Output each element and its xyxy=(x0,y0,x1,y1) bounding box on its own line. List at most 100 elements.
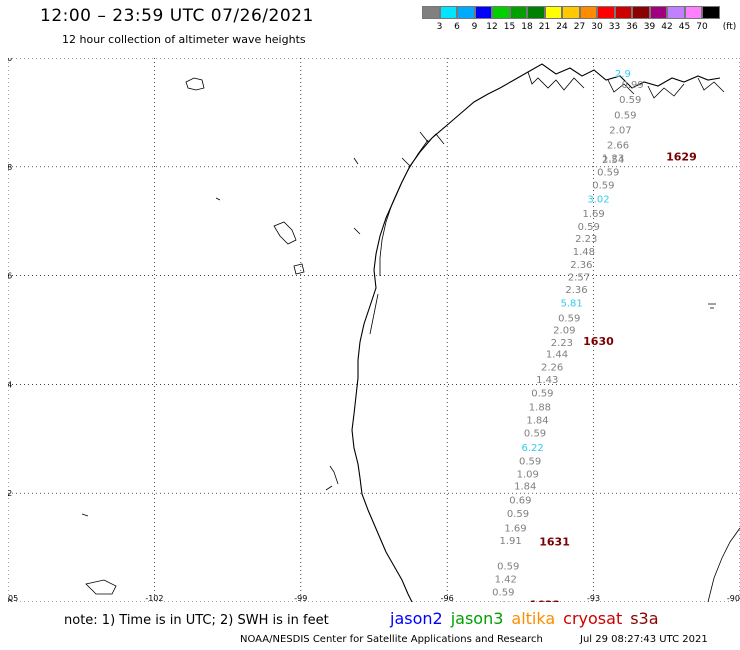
wave-height-value: 2.26 xyxy=(541,362,563,373)
latitude-tick-label: 30 xyxy=(8,58,12,63)
color-swatch xyxy=(562,6,580,19)
color-swatch xyxy=(632,6,650,19)
wave-height-value: 1.48 xyxy=(573,247,595,258)
color-scale-label: 21 xyxy=(538,22,551,32)
wave-height-value: 1.88 xyxy=(529,403,551,414)
latitude-tick-label: 24 xyxy=(8,380,12,389)
pass-time-label: 1631 xyxy=(539,535,570,548)
color-swatch xyxy=(544,6,562,19)
wave-height-value: 1.43 xyxy=(536,375,558,386)
longitude-tick-label: -105 xyxy=(8,594,18,602)
wave-height-value: 5.81 xyxy=(561,299,583,310)
wave-height-value: 0.59 xyxy=(597,168,619,179)
wave-height-value: 0.59 xyxy=(492,587,514,598)
color-swatch xyxy=(702,6,720,19)
pass-time-label: 1629 xyxy=(666,150,697,163)
page-title: 12:00 – 23:59 UTC 07/26/2021 xyxy=(40,6,314,26)
lake-mexico-1 xyxy=(185,77,205,91)
wave-height-value: 2.23 xyxy=(551,338,573,349)
wave-height-value: 0.59 xyxy=(592,181,614,192)
wave-height-value: 1.91 xyxy=(500,536,522,547)
color-scale-bar xyxy=(422,6,720,19)
wave-height-value: 2.36 xyxy=(565,285,587,296)
louisiana-bays xyxy=(527,71,725,99)
color-scale-label: 15 xyxy=(503,22,516,32)
wave-height-value: 2.66 xyxy=(607,140,629,151)
lake-mexico-4 xyxy=(85,579,117,595)
latitude-tick-label: 20 xyxy=(8,598,12,602)
color-swatch xyxy=(684,6,702,19)
wave-height-value: 0.59 xyxy=(531,388,553,399)
color-scale-label: 45 xyxy=(678,22,691,32)
wave-height-value: 0.59 xyxy=(519,456,541,467)
pass-time-label: 1630 xyxy=(583,335,614,348)
altimeter-map: -105 -102 -99 -96 -93 -90 30 28 26 24 22 20 2.90.99… xyxy=(8,58,740,602)
color-swatch xyxy=(527,6,545,19)
wave-height-value: 1.84 xyxy=(526,416,548,427)
color-scale-label: 42 xyxy=(661,22,673,32)
longitude-tick-label: -102 xyxy=(145,594,163,602)
wave-height-value: 2.48 xyxy=(490,601,512,602)
map-background xyxy=(8,58,740,602)
lake-mexico-3 xyxy=(293,263,305,275)
color-scale-label: 6 xyxy=(454,22,460,32)
map-gridlines xyxy=(8,58,740,602)
wave-height-value: 0.99 xyxy=(622,80,644,91)
page-subtitle: 12 hour collection of altimeter wave hei… xyxy=(62,33,306,46)
color-swatch xyxy=(439,6,457,19)
wave-height-value: 2.09 xyxy=(553,325,575,336)
wave-height-value: 1.23 xyxy=(602,153,624,164)
wave-height-value: 0.59 xyxy=(524,429,546,440)
barrier-islands xyxy=(369,139,429,335)
wave-height-value: 6.22 xyxy=(521,443,543,454)
mission-s3a: s3a xyxy=(630,609,659,628)
wave-height-value: 2.9 xyxy=(615,69,631,80)
wave-height-value: 1.69 xyxy=(582,209,604,220)
color-swatch xyxy=(492,6,510,19)
wave-height-value: 1.09 xyxy=(517,469,539,480)
mission-legend: jason2 jason3 altika cryosat s3a xyxy=(390,609,667,628)
island-sw-1 xyxy=(81,513,89,517)
color-swatch xyxy=(509,6,527,19)
yucatan-edge xyxy=(707,527,740,602)
latitude-tick-label: 26 xyxy=(8,272,12,281)
wave-height-value: 0.59 xyxy=(619,95,641,106)
color-scale-label: 33 xyxy=(608,22,621,32)
mission-altika: altika xyxy=(511,609,556,628)
latitude-tick-label: 28 xyxy=(8,163,12,172)
color-scale-unit: (ft) xyxy=(722,22,737,32)
axis-tick-labels: -105 -102 -99 -96 -93 -90 30 28 26 24 22 20 xyxy=(8,58,740,602)
wave-height-value: 1.42 xyxy=(495,574,517,585)
mission-jason2: jason2 xyxy=(390,609,443,628)
color-swatch xyxy=(474,6,492,19)
color-swatch xyxy=(457,6,475,19)
wave-height-value: 2.23 xyxy=(575,234,597,245)
longitude-tick-label: -96 xyxy=(441,594,454,602)
wave-height-value: 2.36 xyxy=(570,260,592,271)
wave-height-value: 0.59 xyxy=(578,222,600,233)
wave-height-value: 1.69 xyxy=(504,523,526,534)
footer-date: Jul 29 08:27:43 UTC 2021 xyxy=(580,634,708,645)
footer-credit: NOAA/NESDIS Center for Satellite Applica… xyxy=(240,634,543,645)
wave-height-value: 2.54 xyxy=(602,155,624,166)
island-east xyxy=(708,303,716,309)
wave-height-value: 0.59 xyxy=(497,561,519,572)
wave-height-value: 0.59 xyxy=(614,110,636,121)
island-sw-2 xyxy=(215,197,221,201)
color-scale-label: 30 xyxy=(591,22,603,32)
color-swatch xyxy=(422,6,440,19)
color-scale-labels: 3 6 9 12 15 18 21 24 27 30 33 36 39 42 45 70 (ft) xyxy=(422,22,740,34)
longitude-tick-label: -93 xyxy=(587,594,600,602)
color-swatch xyxy=(579,6,597,19)
latitude-tick-label: 22 xyxy=(8,489,12,498)
color-swatch xyxy=(597,6,615,19)
color-scale-label: 12 xyxy=(486,22,498,32)
pass-labels: 1629 1630 1631 1632 xyxy=(529,150,696,602)
mission-cryosat: cryosat xyxy=(563,609,623,628)
mission-jason3: jason3 xyxy=(450,609,504,628)
color-scale-label: 70 xyxy=(696,22,708,32)
wave-height-value: 0.59 xyxy=(558,313,580,324)
wave-height-observations: 2.90.99 0.59 0.59 2.07 2.66 1.232.54 0.59 0.59 3… xyxy=(490,69,644,602)
wave-height-value: 1.84 xyxy=(514,481,536,492)
wave-height-value: 0.59 xyxy=(507,509,529,520)
